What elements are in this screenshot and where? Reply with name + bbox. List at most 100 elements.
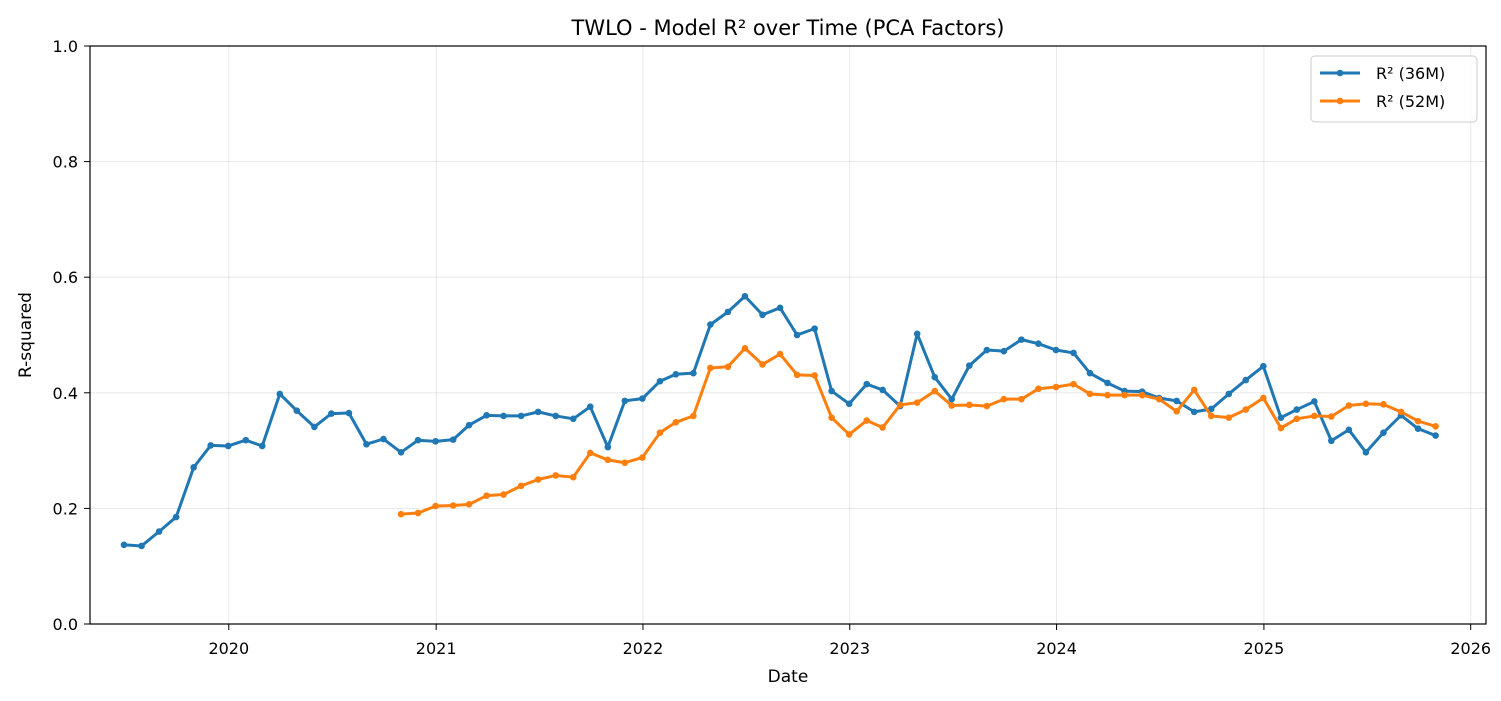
data-point xyxy=(1345,402,1353,409)
data-point xyxy=(1380,401,1387,408)
x-axis: 2020 2021 2022 2023 2024 2025 2026 xyxy=(208,624,1491,658)
data-point xyxy=(604,443,612,451)
data-point xyxy=(397,510,405,518)
data-point xyxy=(776,350,784,358)
y-tick-label: 0.4 xyxy=(53,384,78,403)
x-tick-label: 2026 xyxy=(1450,639,1491,658)
data-point xyxy=(1311,412,1318,420)
data-point xyxy=(483,492,490,499)
data-point xyxy=(414,509,422,517)
data-point xyxy=(948,395,956,403)
plot-area-frame xyxy=(89,45,1487,625)
data-point xyxy=(500,491,507,498)
data-point xyxy=(1242,376,1250,384)
data-point xyxy=(672,371,680,378)
data-point xyxy=(224,442,232,450)
x-tick-label: 2024 xyxy=(1036,639,1077,658)
data-point xyxy=(397,449,405,456)
data-point xyxy=(1242,406,1250,413)
data-point xyxy=(1086,369,1094,377)
data-point xyxy=(1432,432,1439,439)
data-point xyxy=(913,330,921,338)
data-point xyxy=(621,459,629,467)
data-point xyxy=(1328,437,1335,445)
data-point xyxy=(1070,380,1077,388)
data-point xyxy=(811,372,818,379)
data-point xyxy=(190,464,197,471)
data-point xyxy=(828,387,835,395)
legend-label-r-52m: R² (52M) xyxy=(1376,92,1445,111)
data-point xyxy=(449,436,457,443)
data-point xyxy=(569,415,577,423)
data-point xyxy=(1414,417,1422,425)
data-point xyxy=(1328,413,1335,420)
data-point xyxy=(604,456,612,464)
data-point xyxy=(586,449,594,457)
data-point xyxy=(1260,394,1267,402)
data-point xyxy=(345,409,353,417)
series-r-52m xyxy=(397,344,1439,518)
data-point xyxy=(948,402,956,409)
data-point xyxy=(828,414,835,421)
data-point xyxy=(707,321,714,328)
data-point xyxy=(1397,408,1405,416)
data-point xyxy=(983,346,991,354)
data-point xyxy=(724,363,732,371)
data-point xyxy=(552,472,560,479)
data-point xyxy=(1070,349,1077,357)
data-point xyxy=(155,528,163,535)
data-point xyxy=(1414,425,1422,432)
y-tick-label: 0.6 xyxy=(53,268,78,287)
data-point xyxy=(724,308,732,316)
data-point xyxy=(138,542,145,550)
data-point xyxy=(1052,346,1060,354)
data-point xyxy=(1362,400,1370,408)
y-axis: 0.0 0.2 0.4 0.6 0.8 1.0 xyxy=(53,37,90,634)
data-point xyxy=(552,412,560,420)
data-point xyxy=(1225,414,1233,421)
legend-marker-r-52m xyxy=(1336,97,1344,105)
data-point xyxy=(741,292,749,300)
data-point xyxy=(258,442,266,450)
data-point xyxy=(811,325,818,332)
data-point xyxy=(793,371,801,379)
data-point xyxy=(896,401,904,409)
data-point xyxy=(1380,429,1387,436)
data-point xyxy=(1362,449,1370,456)
data-point xyxy=(793,331,801,339)
data-point xyxy=(672,418,680,426)
data-point xyxy=(465,501,473,508)
data-point xyxy=(207,442,214,449)
data-point xyxy=(1190,408,1198,416)
data-point xyxy=(1104,379,1111,387)
data-point xyxy=(1138,391,1146,399)
data-point xyxy=(534,408,542,416)
data-point xyxy=(879,386,886,394)
data-point xyxy=(1293,415,1301,423)
data-point xyxy=(1018,336,1025,343)
data-point xyxy=(1086,390,1094,398)
data-point xyxy=(432,502,439,510)
data-point xyxy=(931,387,939,395)
data-point xyxy=(1311,398,1318,405)
data-point xyxy=(1035,340,1042,347)
data-point xyxy=(380,435,387,443)
data-point xyxy=(569,473,577,481)
data-point xyxy=(690,412,697,420)
data-point xyxy=(449,502,457,509)
data-point xyxy=(759,311,766,319)
data-point xyxy=(586,403,594,410)
data-point xyxy=(845,431,853,438)
data-point xyxy=(1018,395,1025,403)
x-tick-label: 2020 xyxy=(208,639,249,658)
data-point xyxy=(1432,423,1439,430)
data-point xyxy=(741,344,749,352)
data-point xyxy=(863,417,871,424)
data-point xyxy=(1035,385,1042,393)
x-axis-title: Date xyxy=(768,667,809,687)
data-point xyxy=(414,436,422,444)
data-point xyxy=(983,402,991,410)
data-point xyxy=(1260,362,1267,370)
